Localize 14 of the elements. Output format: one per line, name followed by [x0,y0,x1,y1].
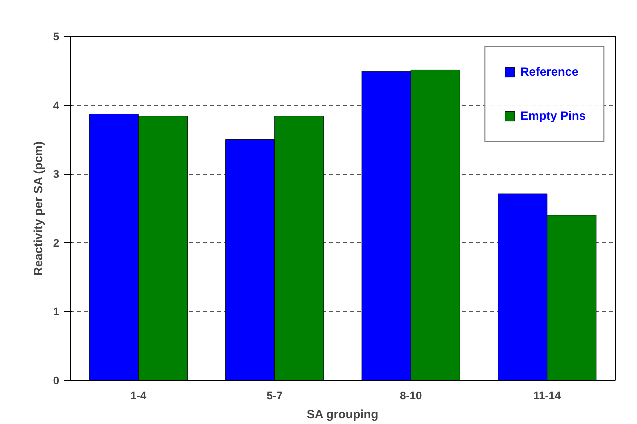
y-tick-label: 2 [53,238,60,250]
y-tick-label: 0 [53,376,60,388]
x-axis-title: SA grouping [307,408,379,422]
x-tick-label: 11-14 [534,390,562,402]
x-tick-label: 8-10 [400,390,422,402]
legend-label: Empty Pins [520,109,586,123]
y-tick-label: 5 [53,32,60,44]
legend-label: Reference [520,65,579,79]
y-tick-label: 3 [53,169,60,182]
x-tick-label: 1-4 [130,390,148,402]
y-tick-label: 4 [53,100,60,112]
x-tick-label: 5-7 [266,390,283,402]
y-axis-title: Reactivity per SA (pcm) [31,142,46,276]
y-tick-label: 1 [53,306,60,319]
